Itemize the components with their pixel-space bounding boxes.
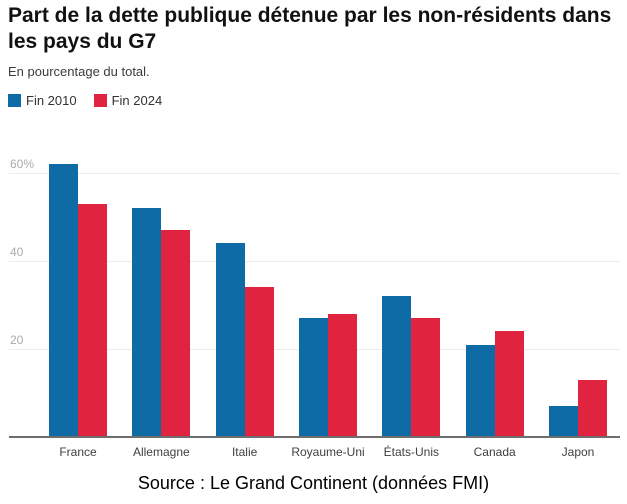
y-axis-tick-20: 20 (10, 333, 24, 347)
x-axis-label-france: France (59, 445, 97, 459)
bar-canada-fin-2024 (494, 331, 524, 437)
bar-france-fin-2010 (49, 164, 78, 437)
legend-item-fin-2010: Fin 2010 (8, 93, 77, 108)
chart-title: Part de la dette publique détenue par le… (8, 4, 612, 53)
legend-swatch-fin-2010 (8, 94, 21, 107)
bar-etats-unis-fin-2024 (411, 318, 441, 437)
x-axis-label-canada: Canada (473, 445, 516, 459)
plot-area: 20 40 60% France Allemagne Italie Royaume-Uni É… (0, 140, 627, 480)
chart-subtitle: En pourcentage du total. (8, 64, 150, 79)
bar-allemagne-fin-2024 (161, 230, 191, 437)
bar-etats-unis-fin-2010 (382, 296, 412, 437)
legend-label-fin-2010: Fin 2010 (26, 93, 77, 108)
gridline-40 (9, 261, 620, 262)
y-axis-tick-60: 60% (10, 157, 35, 171)
legend: Fin 2010 Fin 2024 (8, 93, 162, 108)
y-axis-tick-40: 40 (10, 245, 24, 259)
legend-swatch-fin-2024 (93, 94, 107, 107)
bar-japon-fin-2024 (578, 379, 607, 437)
x-axis-label-japon: Japon (561, 445, 595, 459)
bar-canada-fin-2010 (465, 344, 495, 437)
x-axis-label-etats-unis: États-Unis (383, 445, 439, 459)
legend-label-fin-2024: Fin 2024 (111, 93, 163, 108)
bar-royaume-uni-fin-2010 (299, 318, 328, 437)
x-axis-label-allemagne: Allemagne (132, 445, 190, 459)
bar-japon-fin-2010 (549, 406, 578, 437)
bar-italie-fin-2024 (244, 287, 274, 437)
x-axis-line (9, 436, 620, 438)
bar-royaume-uni-fin-2024 (328, 313, 357, 437)
legend-item-fin-2024: Fin 2024 (93, 93, 163, 108)
gridline-60 (9, 173, 620, 174)
x-axis-label-royaume-uni: Royaume-Uni (291, 445, 365, 459)
source-note: Source : Le Grand Continent (données FMI… (137, 473, 490, 493)
bar-allemagne-fin-2010 (132, 208, 162, 437)
bar-italie-fin-2010 (215, 243, 245, 437)
bar-france-fin-2024 (78, 203, 107, 437)
x-axis-label-italie: Italie (231, 445, 258, 459)
